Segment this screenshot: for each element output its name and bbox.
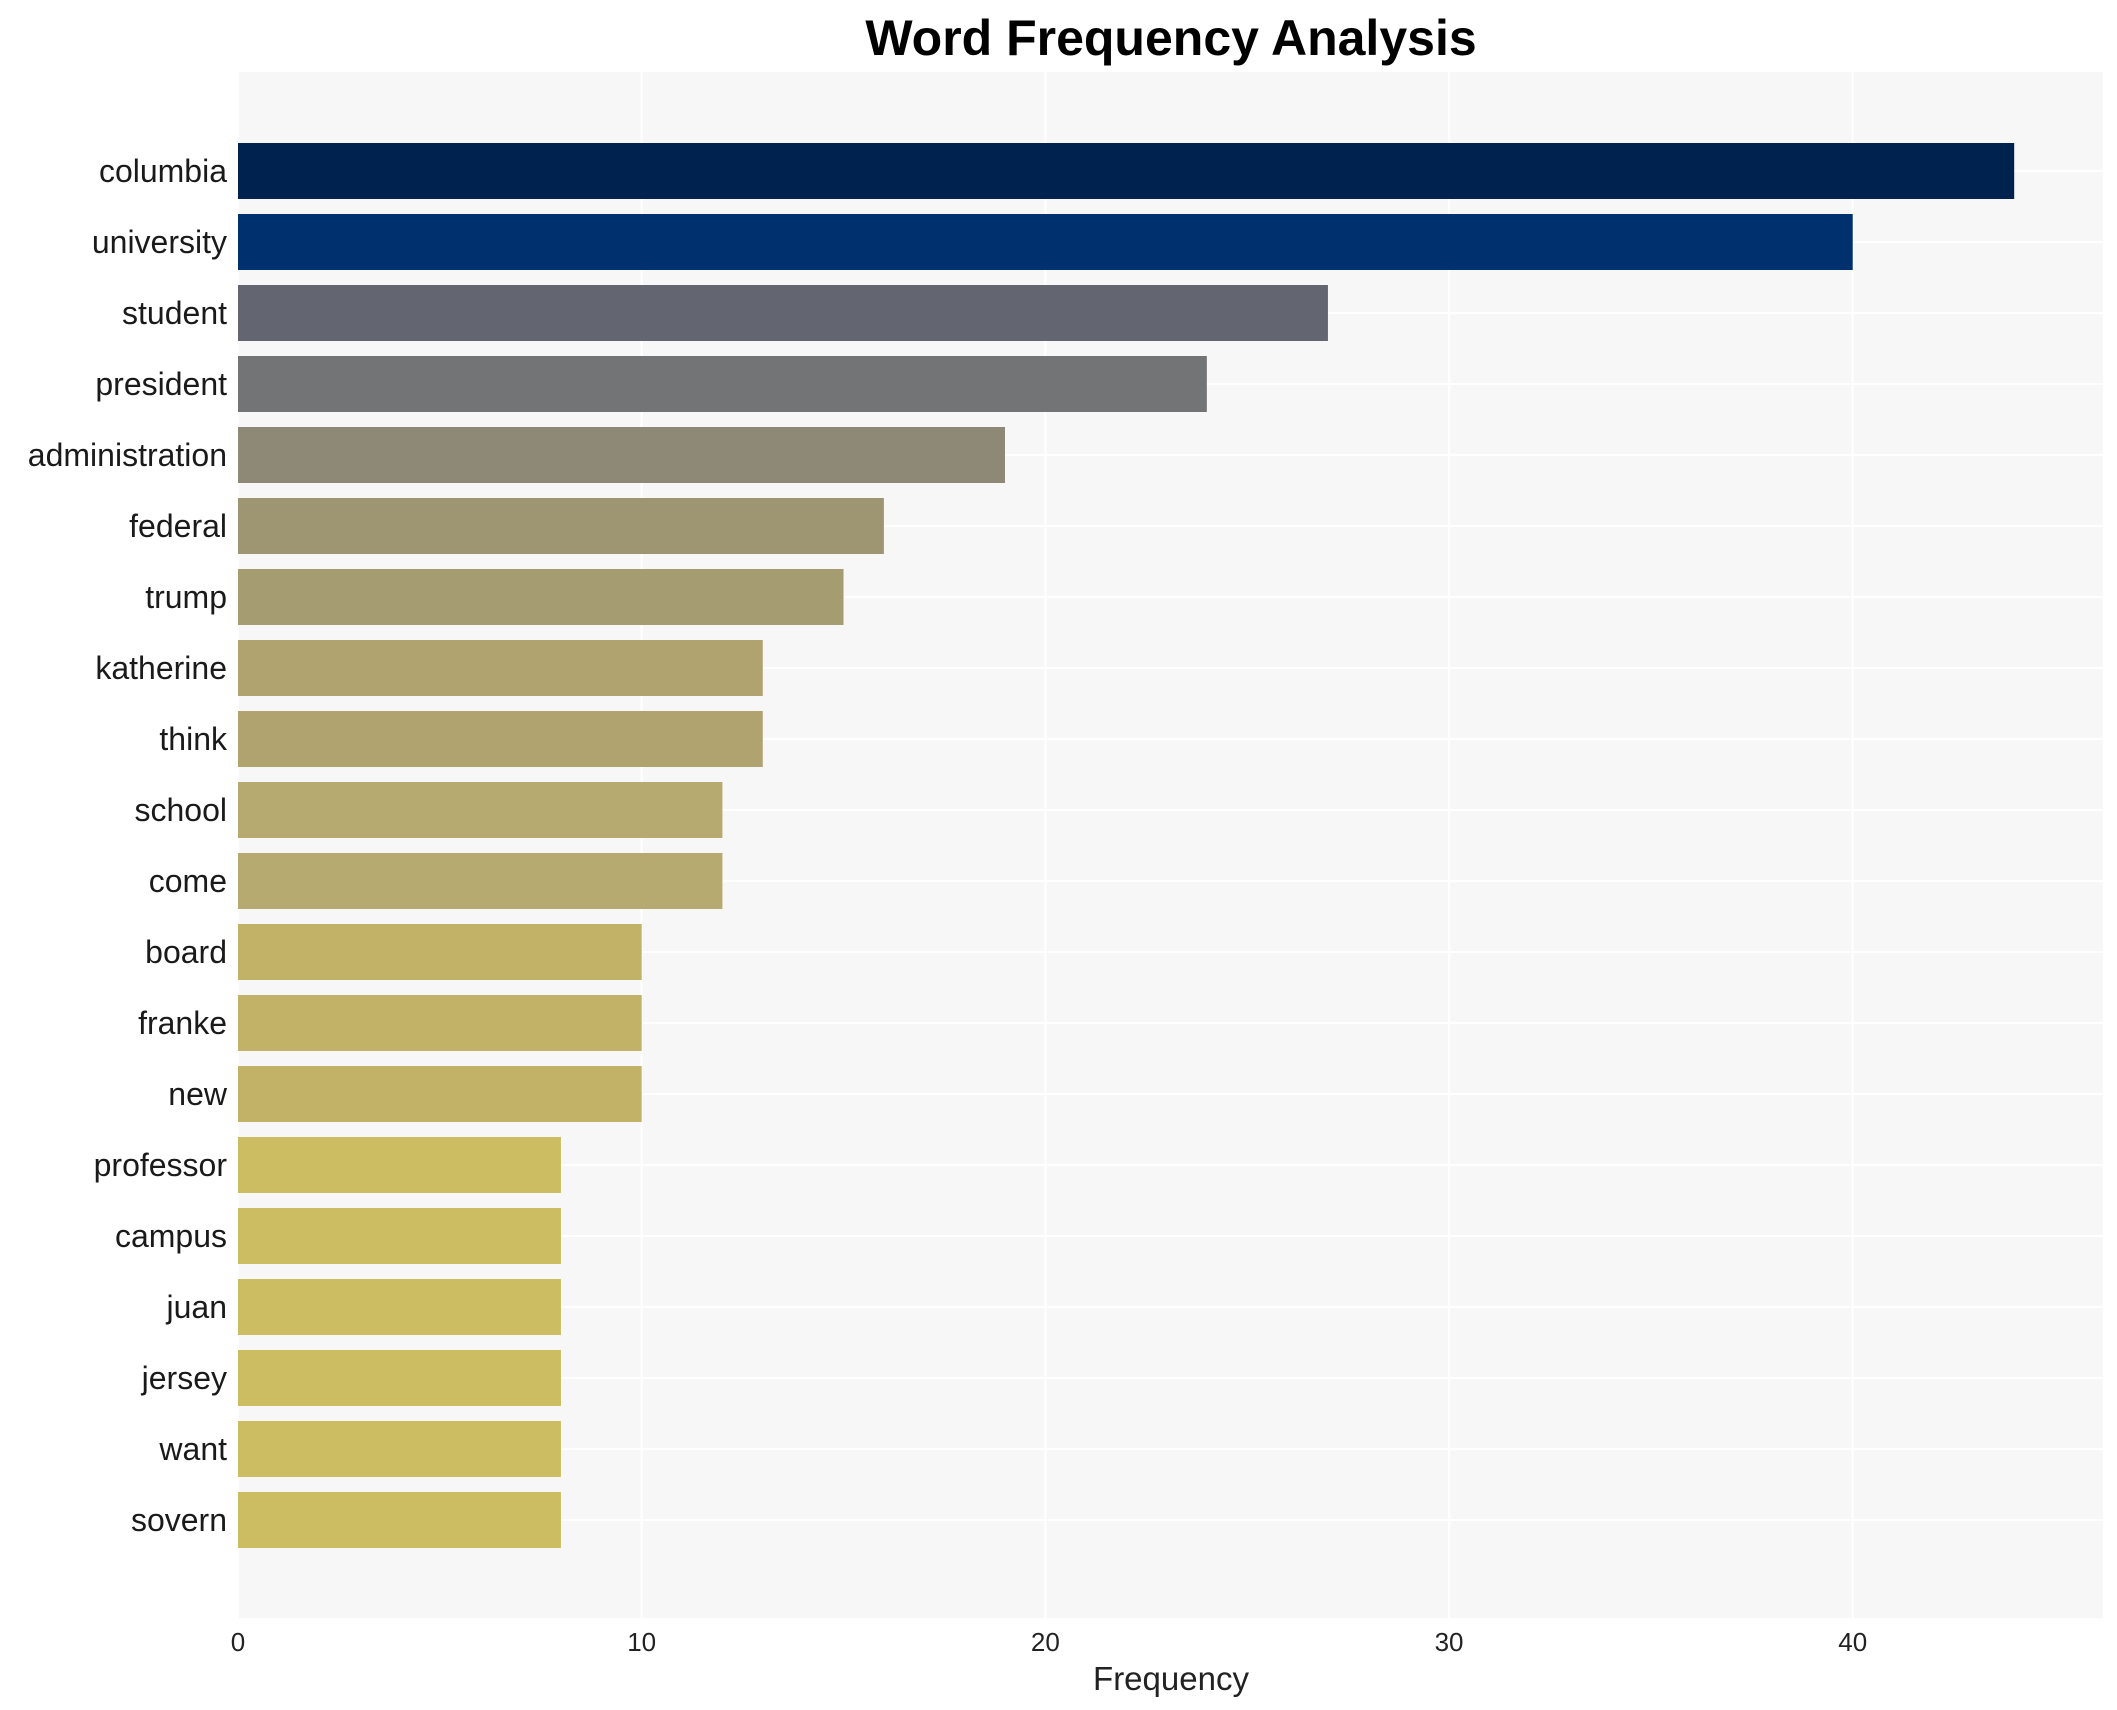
bar-new xyxy=(238,1066,642,1122)
bar-think xyxy=(238,711,763,767)
bars xyxy=(238,143,2015,1548)
category-label: board xyxy=(145,934,227,970)
bar-administration xyxy=(238,427,1005,483)
bar-want xyxy=(238,1421,561,1477)
bar-campus xyxy=(238,1208,561,1264)
category-label: student xyxy=(122,295,227,331)
category-label: president xyxy=(95,366,227,402)
bar-school xyxy=(238,782,723,838)
category-label: federal xyxy=(129,508,227,544)
category-label: school xyxy=(135,792,228,828)
category-label: think xyxy=(159,721,228,757)
x-tick-labels: 0 10 20 30 40 xyxy=(231,1627,1867,1657)
bar-jersey xyxy=(238,1350,561,1406)
bar-franke xyxy=(238,995,642,1051)
bar-board xyxy=(238,924,642,980)
x-tick-label: 20 xyxy=(1031,1627,1060,1657)
category-label: want xyxy=(158,1431,227,1467)
bar-come xyxy=(238,853,723,909)
category-label: professor xyxy=(94,1147,228,1183)
bar-columbia xyxy=(238,143,2015,199)
bar-sovern xyxy=(238,1492,561,1548)
bar-president xyxy=(238,356,1207,412)
category-label: trump xyxy=(145,579,227,615)
category-label: administration xyxy=(28,437,227,473)
bar-trump xyxy=(238,569,844,625)
category-label: juan xyxy=(166,1289,228,1325)
x-tick-label: 10 xyxy=(627,1627,656,1657)
category-label: new xyxy=(168,1076,228,1112)
category-label: franke xyxy=(138,1005,227,1041)
category-label: university xyxy=(92,224,227,260)
bar-federal xyxy=(238,498,884,554)
category-labels: columbia university student president admini… xyxy=(28,153,228,1538)
category-label: sovern xyxy=(131,1502,227,1538)
category-label: katherine xyxy=(95,650,227,686)
bar-katherine xyxy=(238,640,763,696)
x-tick-label: 0 xyxy=(231,1627,245,1657)
category-label: come xyxy=(149,863,227,899)
bar-professor xyxy=(238,1137,561,1193)
bar-juan xyxy=(238,1279,561,1335)
category-label: jersey xyxy=(141,1360,227,1396)
x-tick-label: 40 xyxy=(1838,1627,1867,1657)
bar-university xyxy=(238,214,1853,270)
chart-title: Word Frequency Analysis xyxy=(865,10,1476,66)
category-label: campus xyxy=(115,1218,227,1254)
bar-student xyxy=(238,285,1328,341)
x-axis-title: Frequency xyxy=(1093,1660,1249,1697)
category-label: columbia xyxy=(99,153,227,189)
x-tick-label: 30 xyxy=(1435,1627,1464,1657)
